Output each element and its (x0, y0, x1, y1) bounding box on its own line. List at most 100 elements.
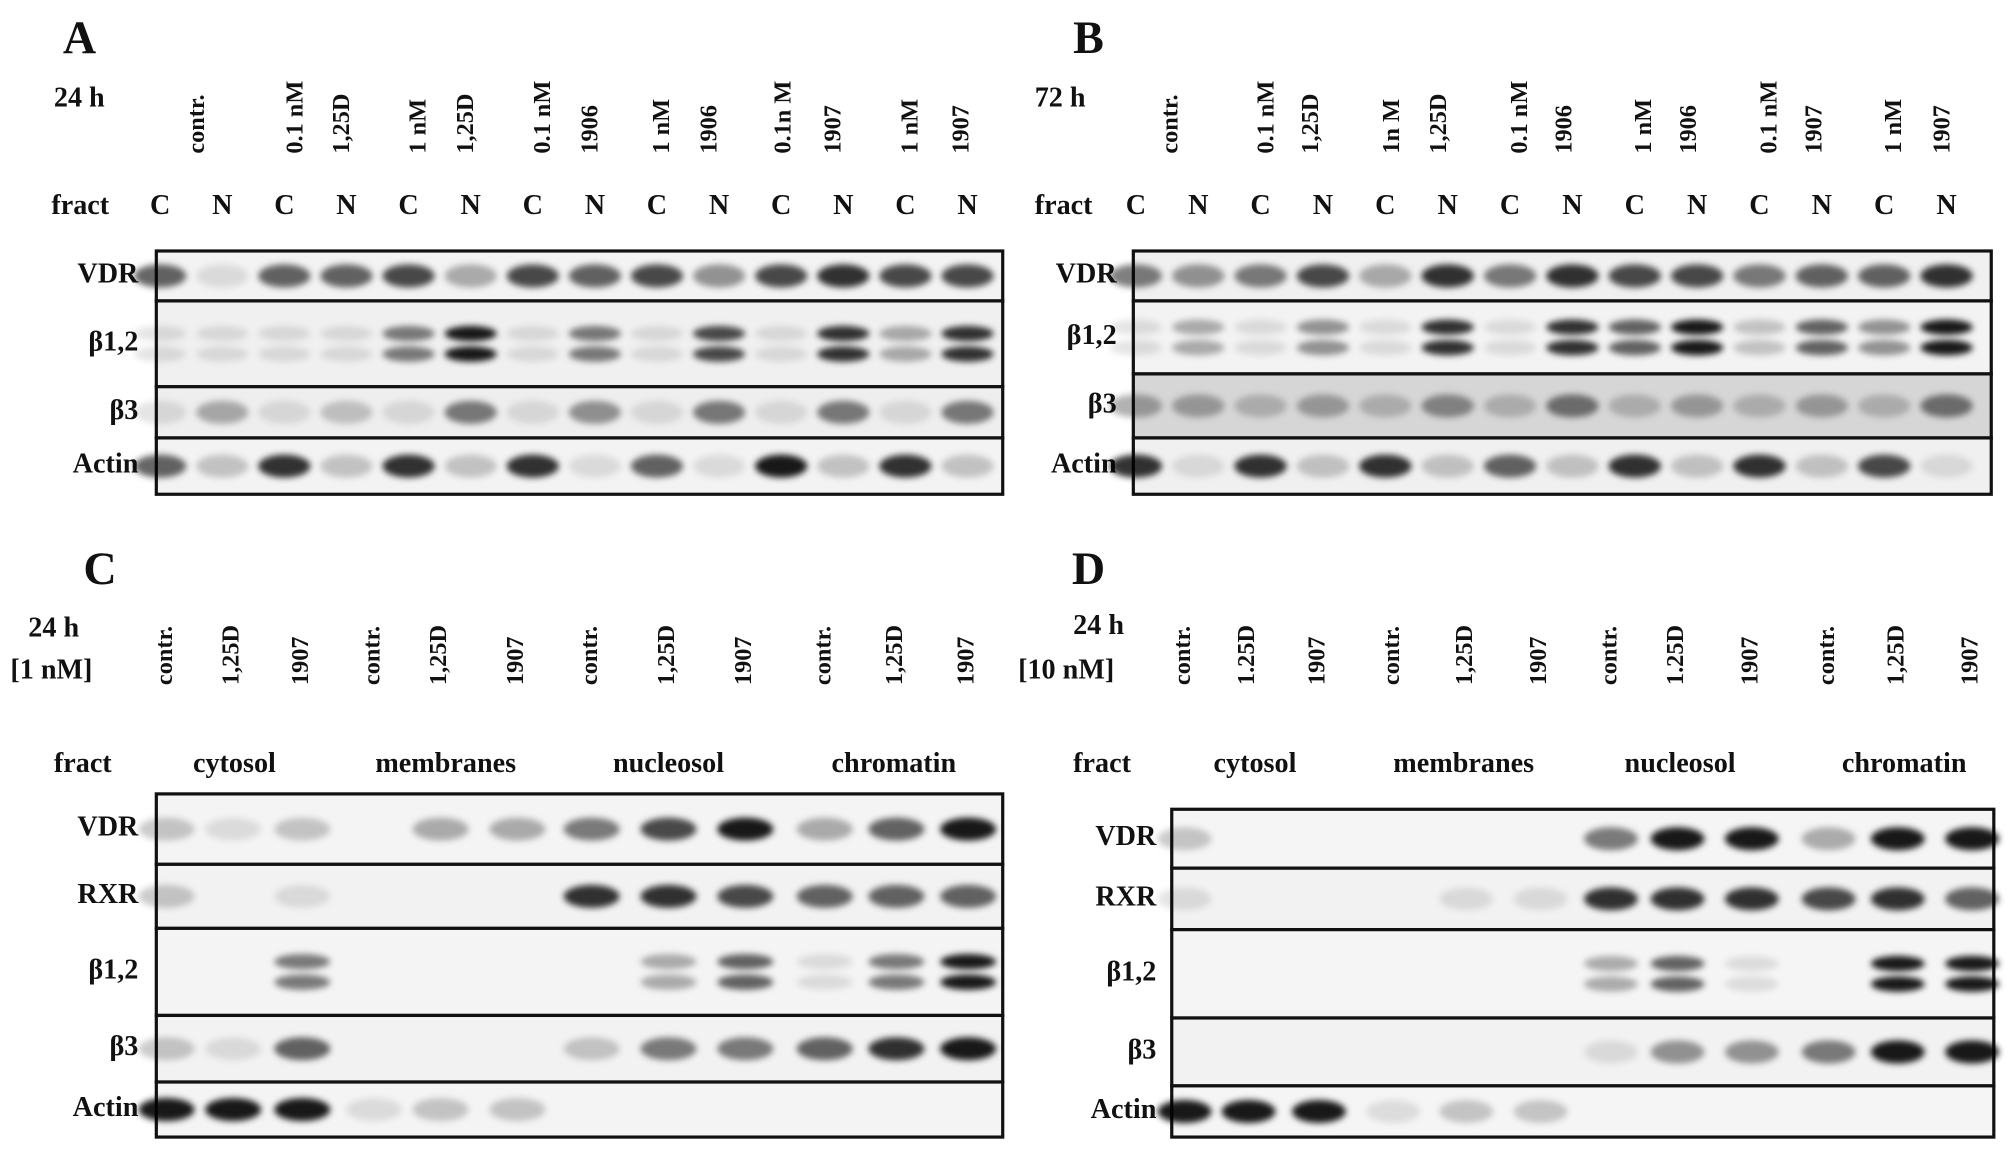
fraction-label: N (1438, 190, 1458, 221)
fraction-header: fract (1073, 748, 1131, 779)
row-label: VDR (1056, 258, 1118, 289)
band (1870, 827, 1925, 851)
time-label: 24 h (28, 612, 79, 643)
band (382, 264, 435, 288)
band (796, 884, 853, 908)
band (1359, 264, 1412, 288)
band (879, 454, 932, 478)
band (1546, 394, 1599, 418)
band (382, 325, 435, 342)
band (1513, 1099, 1568, 1123)
band (1870, 1040, 1925, 1064)
lane-label: 1 nM (896, 99, 923, 154)
band (1733, 454, 1786, 478)
lane-label: 0.1 nM (1506, 81, 1533, 154)
fraction-label: C (771, 190, 791, 221)
panel-letter: D (1072, 543, 1105, 594)
band (258, 454, 311, 478)
lane-label: 1907 (1304, 636, 1331, 685)
lane-label: 1907 (1957, 636, 1984, 685)
row-label: Actin (1091, 1094, 1157, 1125)
band (868, 974, 925, 990)
band (1608, 339, 1661, 356)
band (506, 325, 559, 342)
blot-strip (1170, 1016, 1996, 1088)
band (796, 1037, 853, 1061)
row-label: Actin (73, 1092, 139, 1123)
fraction-label: N (1936, 190, 1956, 221)
band (879, 264, 932, 288)
band (817, 264, 870, 288)
band (1296, 454, 1350, 478)
band (1858, 264, 1911, 288)
blot-strip (1131, 299, 1993, 376)
band (444, 454, 497, 478)
lane-label: contr. (1596, 626, 1623, 685)
band (1608, 394, 1661, 418)
band (346, 1098, 402, 1122)
row-label: RXR (1095, 881, 1157, 912)
band (1172, 454, 1225, 478)
fraction-label: nucleosol (613, 748, 724, 779)
lane-label: 0.1 nM (1756, 81, 1783, 154)
band (138, 884, 195, 908)
band (868, 884, 925, 908)
lane-label: 1906 (695, 105, 722, 154)
band (1650, 887, 1705, 911)
panel-letter: B (1073, 12, 1104, 63)
band (1296, 339, 1350, 356)
lane-label: 1.25D (1662, 625, 1689, 685)
band (1733, 339, 1786, 356)
time-label: 24 h (54, 82, 105, 113)
band (630, 454, 684, 478)
band (941, 400, 994, 424)
band (1945, 976, 1999, 992)
band (717, 953, 774, 970)
band (205, 1037, 262, 1061)
band (941, 264, 994, 288)
lane-label: 1 nM (405, 99, 432, 154)
band (258, 400, 311, 424)
band (1359, 319, 1412, 335)
row-label: β1,2 (1106, 956, 1156, 987)
band (1359, 394, 1412, 418)
band (444, 264, 497, 288)
band (1920, 454, 1973, 478)
panel-letter: A (63, 12, 96, 63)
lane-label: contr. (576, 626, 603, 685)
band (755, 346, 808, 362)
band (1920, 339, 1973, 356)
fraction-header: fract (51, 190, 109, 221)
lane-label: contr. (1169, 626, 1196, 685)
band (1109, 394, 1163, 418)
band (1109, 319, 1163, 335)
row-label: β1,2 (88, 326, 138, 357)
lane-label: contr. (1813, 626, 1840, 685)
lane-label: 1n M (1378, 99, 1405, 154)
band (196, 454, 249, 478)
band (1670, 319, 1724, 335)
band (796, 974, 853, 990)
band (630, 264, 684, 288)
lane-label: contr. (809, 626, 836, 685)
band (1296, 264, 1350, 288)
band (134, 325, 187, 342)
fraction-label: nucleosol (1625, 748, 1736, 779)
band (196, 264, 249, 288)
band (444, 346, 497, 362)
band (1945, 827, 1999, 851)
band (274, 974, 331, 990)
lane-label: contr. (183, 94, 210, 153)
fraction-label: C (150, 190, 170, 221)
fraction-label: C (398, 190, 418, 221)
band (1670, 339, 1724, 356)
band (274, 1037, 331, 1061)
band (1421, 264, 1474, 288)
band (1920, 319, 1973, 335)
band (941, 325, 994, 342)
band (320, 325, 373, 342)
band (1870, 887, 1925, 911)
band (1724, 887, 1779, 911)
band (138, 1098, 195, 1122)
band (1801, 887, 1856, 911)
